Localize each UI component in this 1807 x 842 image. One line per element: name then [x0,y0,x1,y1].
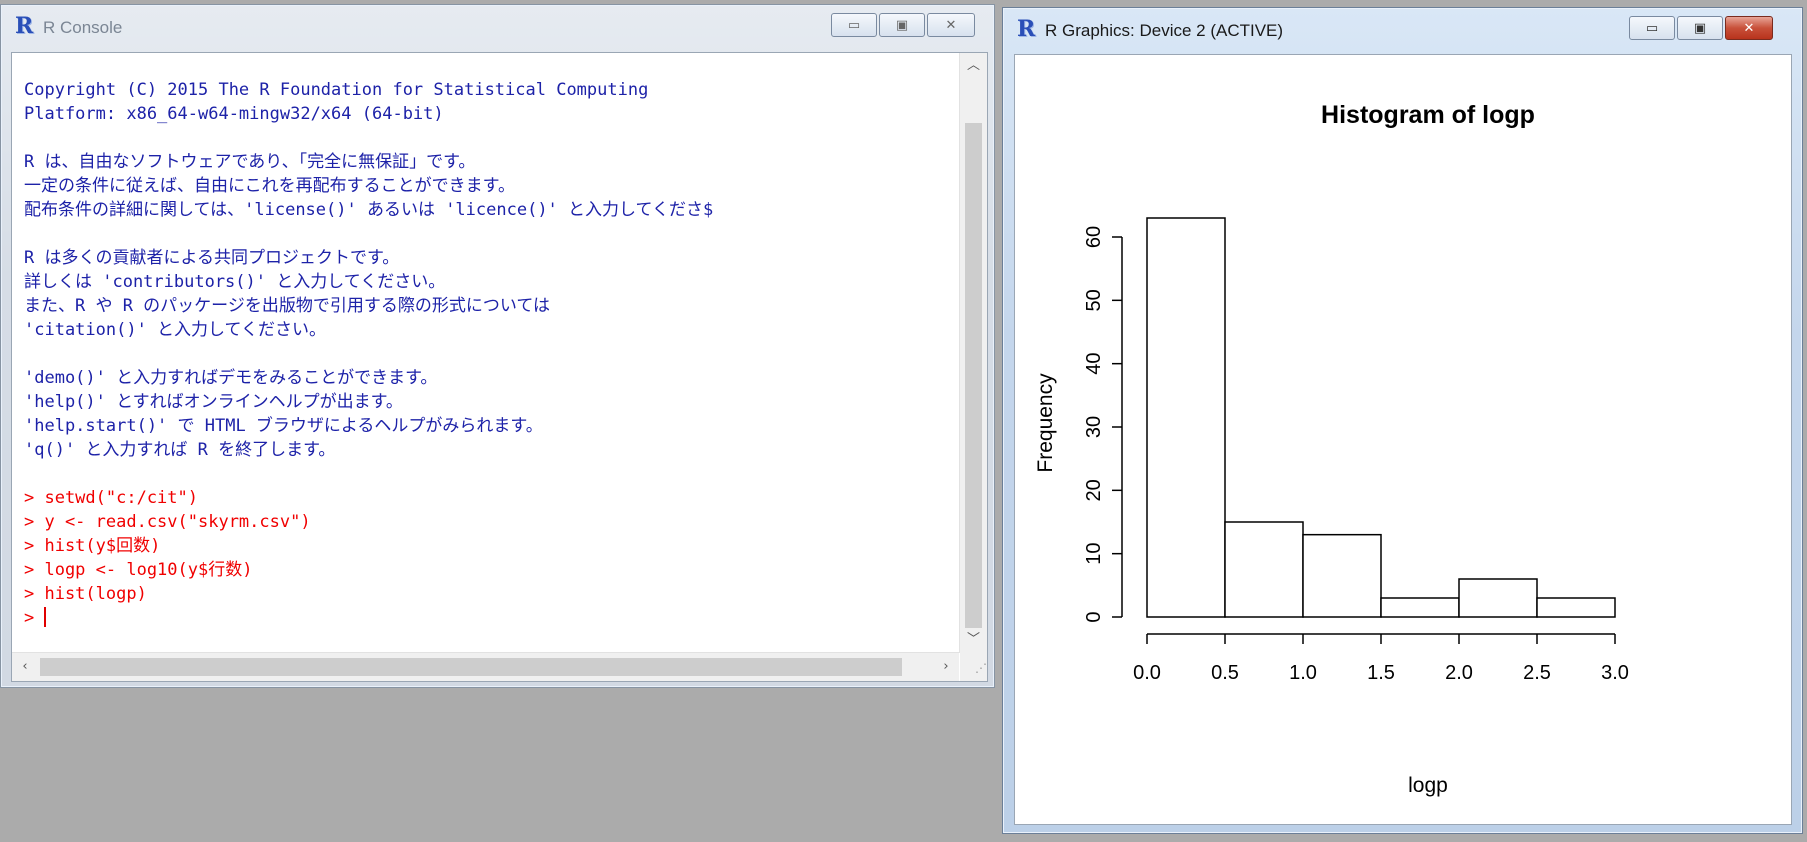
histogram-bar [1536,597,1616,618]
maximize-icon: ▣ [1693,20,1707,36]
output-line: Platform: x86_64-w64-mingw32/x64 (64-bit… [24,104,444,124]
chart-title: Histogram of logp [1321,101,1535,129]
x-tick-label: 1.0 [1289,662,1317,684]
x-tick-label: 2.0 [1445,662,1473,684]
output-line: 詳しくは 'contributors()' と入力してください。 [24,272,446,292]
graphics-minimize-button[interactable]: ▭ [1629,16,1675,40]
r-graphics-window[interactable]: R R Graphics: Device 2 (ACTIVE) ▭ ▣ ✕ Hi… [1002,7,1803,834]
command-line: > logp <- log10(y$行数) [24,560,253,580]
command-line: > hist(logp) [24,584,147,604]
console-output[interactable]: Copyright (C) 2015 The R Foundation for … [12,53,959,653]
histogram-bar [1146,217,1226,618]
blank-line [24,342,959,366]
blank-line [24,462,959,486]
y-tick-label: 30 [1083,416,1105,438]
scroll-right-arrow-icon[interactable]: › [943,659,949,674]
output-line: R は、自由なソフトウェアであり、「完全に無保証」です。 [24,152,476,172]
histogram-bar [1458,578,1538,618]
r-logo-icon: R [1017,16,1036,42]
histogram-bar [1302,533,1382,618]
prompt-symbol: > [24,608,45,628]
output-line: 'citation()' と入力してください。 [24,320,327,340]
console-minimize-button[interactable]: ▭ [831,13,877,37]
y-tick-label: 40 [1083,353,1105,375]
console-title: R Console [43,18,123,37]
x-tick-label: 1.5 [1367,662,1395,684]
horizontal-scrollbar[interactable]: ‹ › [12,652,959,681]
x-tick-label: 0.5 [1211,662,1239,684]
scroll-up-arrow-icon[interactable]: ︿ [966,58,980,73]
output-line: 'help.start()' で HTML ブラウザによるヘルプがみられます。 [24,416,543,436]
output-line: また、R や R のパッケージを出版物で引用する際の形式については [24,296,550,316]
scroll-down-arrow-icon[interactable]: ﹀ [966,632,980,647]
minimize-icon: ▭ [847,17,861,33]
text-cursor [44,607,47,627]
vertical-scrollbar[interactable]: ︿ ﹀ [959,53,987,653]
scroll-left-arrow-icon[interactable]: ‹ [22,659,28,674]
y-tick-label: 0 [1083,611,1105,622]
graphics-close-button[interactable]: ✕ [1725,16,1773,40]
x-tick-label: 0.0 [1133,662,1161,684]
maximize-icon: ▣ [895,17,909,33]
resize-grip-icon[interactable]: ⋰ [960,653,987,681]
plot-area: Histogram of logp logp Frequency 0.0 0.5 1… [1014,54,1792,825]
x-tick-label: 2.5 [1523,662,1551,684]
y-tick-label: 20 [1083,479,1105,501]
vertical-scroll-thumb[interactable] [965,123,982,628]
graphics-title: R Graphics: Device 2 (ACTIVE) [1045,21,1284,40]
x-axis-label: logp [1408,774,1448,797]
y-tick-label: 60 [1083,226,1105,248]
command-line: > y <- read.csv("skyrm.csv") [24,512,311,532]
y-axis-label: Frequency [1034,373,1057,473]
y-tick-label: 50 [1083,289,1105,311]
histogram-chart: Histogram of logp logp Frequency 0.0 0.5 1… [1034,101,1629,797]
console-maximize-button[interactable]: ▣ [879,13,925,37]
graphics-title-bar[interactable]: R R Graphics: Device 2 (ACTIVE) ▭ ▣ ✕ [1003,8,1802,48]
graphics-maximize-button[interactable]: ▣ [1677,16,1723,40]
horizontal-scroll-thumb[interactable] [40,658,902,676]
r-logo-icon: R [15,13,34,39]
histogram-bar [1224,521,1304,618]
console-body[interactable]: Copyright (C) 2015 The R Foundation for … [11,52,988,682]
blank-line [24,222,959,246]
close-icon: ✕ [1743,20,1755,36]
output-line: 'q()' と入力すれば R を終了します。 [24,440,336,460]
output-line: 'help()' とすればオンラインヘルプが出ます。 [24,392,403,412]
command-line: > hist(y$回数) [24,536,161,556]
output-line: 一定の条件に従えば、自由にこれを再配布することができます。 [24,176,515,196]
x-tick-label: 3.0 [1601,662,1629,684]
console-title-bar[interactable]: R R Console ▭ ▣ ✕ [1,5,994,45]
histogram-bar [1380,597,1460,618]
output-line: R は多くの貢献者による共同プロジェクトです。 [24,248,400,268]
r-console-window[interactable]: R R Console ▭ ▣ ✕ Copyright (C) 2015 The… [0,4,995,688]
output-line: 'demo()' と入力すればデモをみることができます。 [24,368,438,388]
minimize-icon: ▭ [1645,20,1659,36]
console-close-button[interactable]: ✕ [927,13,975,37]
output-line: Copyright (C) 2015 The R Foundation for … [24,80,649,100]
close-icon: ✕ [945,17,957,33]
blank-line [24,126,959,150]
prompt-line[interactable]: > [24,606,959,630]
output-line: 配布条件の詳細に関しては、'license()' あるいは 'licence()… [24,200,714,220]
command-line: > setwd("c:/cit") [24,488,198,508]
y-tick-label: 10 [1083,543,1105,565]
